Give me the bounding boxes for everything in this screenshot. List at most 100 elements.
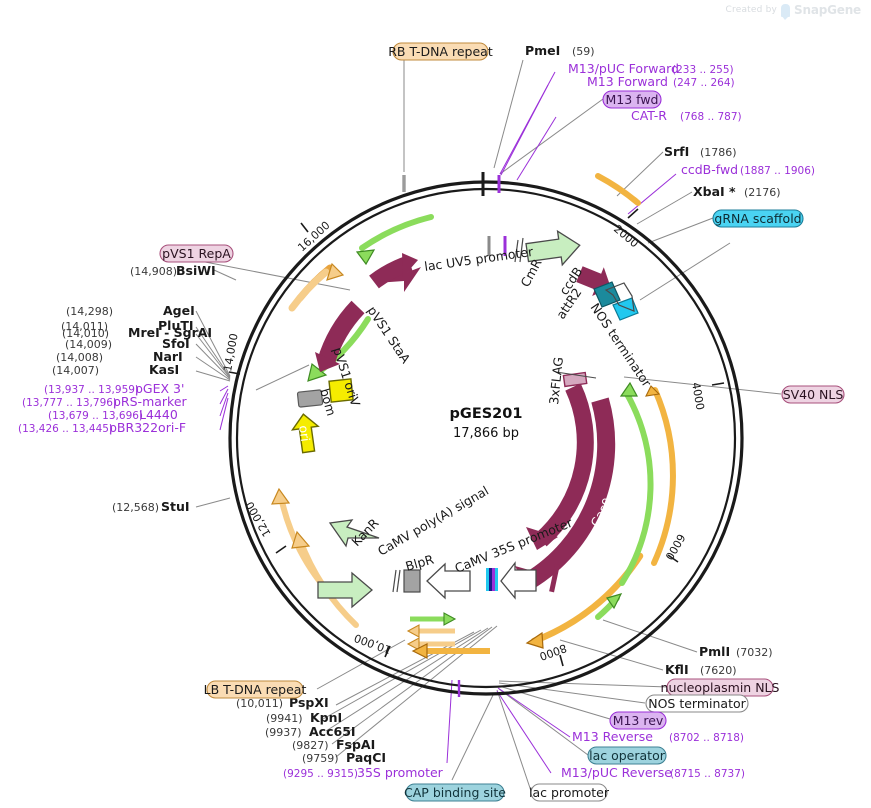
badge-sv40-nls[interactable]: SV40 NLS — [781, 385, 845, 404]
enzyme-name-kfli[interactable]: KflI — [665, 662, 689, 677]
badge-label-text: SV40 NLS — [783, 387, 844, 402]
enzyme-pos-acc65i: (9937) — [265, 726, 302, 739]
badge-m13-fwd[interactable]: M13 fwd — [602, 90, 662, 109]
feature-bom-box — [296, 389, 324, 408]
enzyme-name-mrei-sgrai[interactable]: MreI - SgrAI — [128, 325, 212, 340]
enzyme-pos-agei: (14,298) — [66, 305, 113, 318]
primer-name-m13-forward[interactable]: M13 Forward — [587, 74, 668, 89]
enzyme-name-srfi[interactable]: SrfI — [664, 144, 689, 159]
axis-tick-label: 4000 — [689, 381, 707, 411]
feature-arc-orange-r — [651, 387, 676, 566]
badge-label-text: LB T-DNA repeat — [204, 682, 307, 697]
axis-tick-4000: 4000 — [689, 381, 725, 411]
feature-arc-cas9-inner — [535, 383, 594, 547]
primer-name-m13-puc-forward[interactable]: M13/pUC Forward — [568, 61, 679, 76]
primer-pos-ccdb-fwd: (1887 .. 1906) — [740, 165, 815, 177]
enzyme-name-stui[interactable]: StuI — [161, 499, 190, 514]
badge-lac-operator[interactable]: lac operator — [587, 746, 667, 765]
enzyme-name-paqci[interactable]: PaqCI — [346, 750, 386, 765]
enzyme-name-acc65i[interactable]: Acc65I — [309, 724, 356, 739]
enzyme-pos-xbai: (2176) — [744, 186, 781, 199]
feature-cluster-bottom — [317, 519, 560, 609]
feature-arc-orange-tr — [595, 173, 641, 206]
enzyme-pos-fspai: (9827) — [292, 739, 329, 752]
axis-tick-12000: 12,000 — [243, 499, 287, 554]
plasmid-backbone — [228, 180, 744, 696]
primer-name-pbr322ori-f[interactable]: pBR322ori-F — [109, 420, 186, 435]
feature-ori-arrow — [290, 413, 320, 454]
plasmid-name: pGES201 — [450, 406, 523, 422]
primer-name-pgex-3p[interactable]: pGEX 3' — [135, 381, 184, 396]
badge-rb-t-dna-repeat[interactable]: RB T-DNA repeat — [388, 42, 493, 61]
enzyme-label-group: PmeI (59) SrfI (1786) XbaI * (2176) (14,… — [52, 43, 781, 765]
badge-cap-binding-site[interactable]: CAP binding site — [404, 783, 506, 802]
badge-nos-terminator[interactable]: NOS terminator — [645, 694, 749, 713]
feature-cmr-arrow — [514, 229, 581, 267]
enzyme-pos-bsiwi: (14,908) — [130, 265, 177, 278]
primer-pos-pgex-3p: (13,937 .. 13,959) — [44, 384, 139, 396]
enzyme-pos-kasi: (14,007) — [52, 364, 99, 377]
feature-nos-terminator-outline — [604, 282, 635, 312]
badge-label-text: pVS1 RepA — [162, 246, 231, 261]
enzyme-pos-stui: (12,568) — [112, 501, 159, 514]
enzyme-name-agei[interactable]: AgeI — [163, 303, 195, 318]
primer-name-prs-marker[interactable]: pRS-marker — [113, 394, 188, 409]
enzyme-pos-pmli: (7032) — [736, 646, 773, 659]
primer-name-cat-r[interactable]: CAT-R — [631, 108, 667, 123]
feature-arc-cas9-outer — [524, 397, 616, 589]
feature-attr2-cyan — [612, 297, 639, 321]
badge-lac-promoter[interactable]: lac promoter — [529, 783, 610, 802]
badge-lb-t-dna-repeat[interactable]: LB T-DNA repeat — [204, 680, 307, 699]
badge-pvs1-repa[interactable]: pVS1 RepA — [159, 244, 234, 263]
enzyme-name-fspai[interactable]: FspAI — [336, 737, 375, 752]
label-lac-uv5-promoter: lac UV5 promoter — [423, 244, 534, 274]
primer-pos-m13-puc-reverse: (8715 .. 8737) — [670, 768, 745, 780]
enzyme-name-nari[interactable]: NarI — [153, 349, 183, 364]
label-3xflag: 3xFLAG — [546, 356, 566, 405]
enzyme-name-pmli[interactable]: PmlI — [699, 644, 730, 659]
enzyme-name-sfoi[interactable]: SfoI — [162, 336, 190, 351]
primer-pos-m13-puc-forward: (233 .. 255) — [672, 64, 734, 76]
primer-pos-m13-forward: (247 .. 264) — [673, 77, 735, 89]
feature-attr2-teal — [593, 281, 621, 308]
enzyme-pos-paqci: (9759) — [302, 752, 339, 765]
feature-yellow-box — [328, 378, 354, 403]
feature-pvs1-staa-arrow — [369, 253, 421, 292]
badge-label-text: M13 fwd — [605, 92, 658, 107]
badge-nucleoplasmin-nls[interactable]: nucleoplasmin NLS — [661, 678, 780, 697]
enzyme-name-kpni[interactable]: KpnI — [310, 710, 342, 725]
leader-lines-purple — [219, 71, 677, 774]
enzyme-pos-mrei: (14,010) — [62, 327, 109, 340]
axis-tick-14000: 14,000 — [221, 332, 241, 375]
label-pvs1-staa: pVS1 StaA — [365, 303, 414, 366]
enzyme-name-pmei[interactable]: PmeI — [525, 43, 560, 58]
badge-label-text: gRNA scaffold — [714, 211, 801, 226]
plasmid-title-group: pGES201 17,866 bp — [450, 406, 523, 441]
axis-tick-label: 2000 — [611, 222, 641, 250]
primer-name-l4440[interactable]: L4440 — [139, 407, 178, 422]
badge-m13-rev[interactable]: M13 rev — [609, 711, 667, 730]
primer-name-35s-promoter[interactable]: 35S promoter — [357, 765, 444, 780]
enzyme-name-xbai[interactable]: XbaI * — [693, 184, 736, 199]
badge-label-text: RB T-DNA repeat — [388, 44, 493, 59]
badge-label-text: NOS terminator — [648, 696, 746, 711]
primer-name-ccdb-fwd[interactable]: ccdB-fwd — [681, 162, 738, 177]
enzyme-pos-sfoi: (14,009) — [65, 338, 112, 351]
badge-label-text: lac operator — [589, 748, 666, 763]
feature-arrows-bottom-left — [406, 612, 490, 659]
enzyme-pos-pluti: (14,011) — [61, 320, 108, 333]
badge-grna-scaffold[interactable]: gRNA scaffold — [712, 209, 804, 228]
primer-name-m13-puc-reverse[interactable]: M13/pUC Reverse — [561, 765, 672, 780]
enzyme-pos-pmei: (59) — [572, 45, 595, 58]
enzyme-name-pspxi[interactable]: PspXI — [289, 695, 329, 710]
feature-pvs1-oriv-arrow — [315, 300, 365, 372]
badge-label-text: M13 rev — [613, 713, 664, 728]
primer-pos-l4440: (13,679 .. 13,696) — [48, 410, 143, 422]
enzyme-name-kasi[interactable]: KasI — [149, 362, 179, 377]
label-cmr: CmR — [517, 256, 544, 289]
enzyme-name-bsiwi[interactable]: BsiWI — [176, 263, 216, 278]
primer-name-m13-reverse[interactable]: M13 Reverse — [572, 729, 653, 744]
enzyme-name-pluti[interactable]: PluTI — [158, 318, 194, 333]
